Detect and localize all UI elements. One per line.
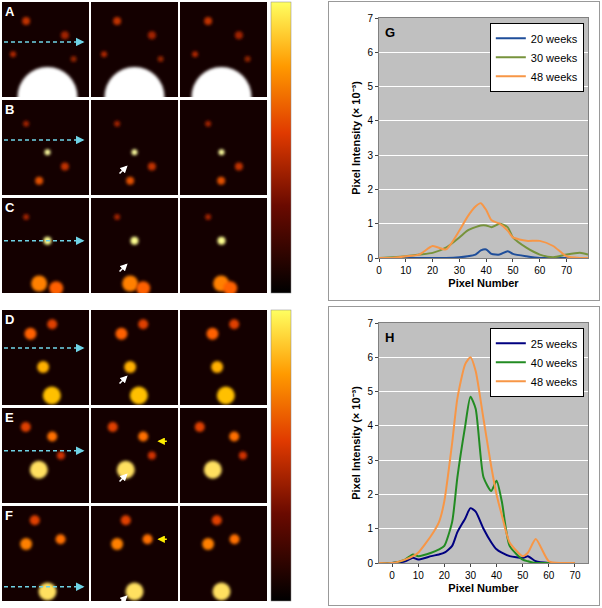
svg-text:48 weeks: 48 weeks (531, 376, 578, 388)
svg-text:Pixel Intensity (× 10⁻³): Pixel Intensity (× 10⁻³) (350, 81, 362, 195)
svg-text:20: 20 (427, 265, 439, 276)
svg-text:1: 1 (367, 218, 373, 229)
svg-text:30 weeks: 30 weeks (531, 52, 578, 64)
svg-text:60: 60 (534, 265, 546, 276)
svg-text:3: 3 (367, 150, 373, 161)
svg-text:2: 2 (367, 184, 373, 195)
svg-text:30: 30 (465, 570, 477, 581)
svg-text:7: 7 (367, 318, 373, 329)
svg-text:Pixel Number: Pixel Number (448, 582, 519, 594)
svg-text:E: E (5, 410, 14, 425)
svg-text:0: 0 (367, 253, 373, 264)
svg-text:G: G (385, 25, 395, 40)
svg-text:50: 50 (507, 265, 519, 276)
svg-text:F: F (5, 508, 13, 523)
svg-text:40 weeks: 40 weeks (531, 357, 578, 369)
svg-text:0: 0 (389, 570, 395, 581)
svg-text:C: C (5, 200, 15, 215)
svg-text:Pixel Number: Pixel Number (448, 277, 519, 289)
svg-text:4: 4 (367, 420, 373, 431)
svg-text:70: 70 (561, 265, 573, 276)
svg-text:7: 7 (367, 13, 373, 24)
svg-text:1: 1 (367, 523, 373, 534)
svg-text:50: 50 (517, 570, 529, 581)
svg-text:B: B (5, 102, 14, 117)
svg-text:40: 40 (491, 570, 503, 581)
svg-text:40: 40 (481, 265, 493, 276)
svg-text:A: A (5, 4, 15, 19)
svg-text:0: 0 (367, 558, 373, 569)
svg-text:30: 30 (454, 265, 466, 276)
svg-text:2: 2 (367, 489, 373, 500)
svg-text:6: 6 (367, 47, 373, 58)
svg-text:20 weeks: 20 weeks (531, 33, 578, 45)
svg-text:5: 5 (367, 81, 373, 92)
svg-text:25 weeks: 25 weeks (531, 338, 578, 350)
svg-text:48 weeks: 48 weeks (531, 71, 578, 83)
svg-text:H: H (385, 330, 394, 345)
svg-text:6: 6 (367, 352, 373, 363)
svg-text:10: 10 (400, 265, 412, 276)
svg-text:D: D (5, 312, 14, 327)
svg-text:3: 3 (367, 455, 373, 466)
svg-text:20: 20 (439, 570, 451, 581)
svg-text:70: 70 (569, 570, 581, 581)
svg-text:4: 4 (367, 115, 373, 126)
svg-text:10: 10 (413, 570, 425, 581)
svg-text:0: 0 (376, 265, 382, 276)
svg-text:5: 5 (367, 386, 373, 397)
svg-text:Pixel Intensity (× 10⁻³): Pixel Intensity (× 10⁻³) (350, 386, 362, 500)
svg-text:60: 60 (543, 570, 555, 581)
